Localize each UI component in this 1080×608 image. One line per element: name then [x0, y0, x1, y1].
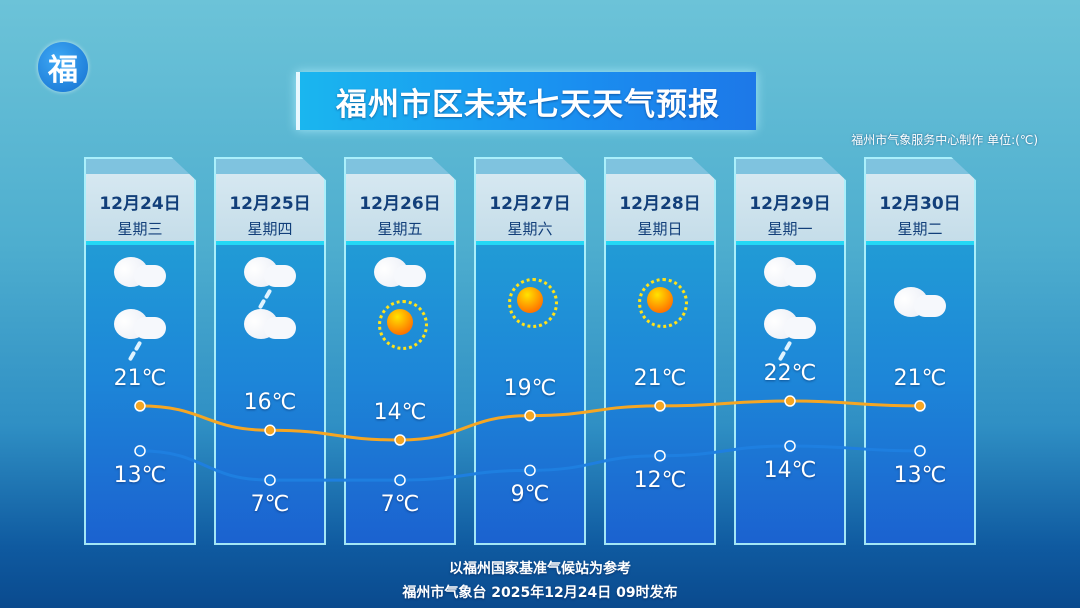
- low-temp-point: [784, 440, 796, 452]
- footer-issued: 福州市气象台 2025年12月24日 09时发布: [402, 585, 678, 601]
- day-card: 12月25日 星期四: [214, 157, 326, 545]
- day-header: 12月30日 星期二: [866, 159, 974, 245]
- high-temp-label: 21℃: [113, 365, 167, 391]
- date: 12月30日: [879, 194, 961, 214]
- day-card: 12月26日 星期五: [344, 157, 456, 545]
- day-card: 12月27日 星期六: [474, 157, 586, 545]
- day-header: 12月24日 星期三: [86, 159, 194, 245]
- low-temp-label: 13℃: [893, 462, 947, 488]
- day-body: [346, 245, 454, 543]
- weekday: 星期三: [117, 220, 163, 238]
- light-rain-icon: [242, 257, 298, 310]
- day-header: 12月28日 星期日: [606, 159, 714, 245]
- high-temp-point: [394, 434, 406, 446]
- high-temp-label: 19℃: [503, 375, 557, 401]
- day-card: 12月24日 星期三: [84, 157, 196, 545]
- low-temp-point: [914, 445, 926, 457]
- low-temp-point: [134, 445, 146, 457]
- cloudy-icon: [892, 287, 948, 327]
- high-temp-label: 21℃: [893, 365, 947, 391]
- weekday: 星期四: [247, 220, 293, 238]
- day-body: [216, 245, 324, 543]
- high-temp-point: [134, 400, 146, 412]
- source-unit-note: 福州市气象服务中心制作 单位:(℃): [851, 133, 1038, 147]
- high-temp-label: 14℃: [373, 400, 427, 425]
- low-temp-label: 7℃: [380, 492, 420, 518]
- high-temp-label: 16℃: [243, 390, 297, 416]
- day-card: 12月28日 星期日: [604, 157, 716, 545]
- light-rain-icon: [762, 309, 818, 362]
- weekday: 星期一: [767, 220, 813, 238]
- cloudy-icon: [372, 257, 428, 297]
- high-temp-point: [914, 400, 926, 412]
- weekday: 星期五: [377, 220, 423, 238]
- high-temp-point: [264, 424, 276, 437]
- high-temp-label: 22℃: [763, 361, 817, 387]
- day-header: 12月26日 星期五: [346, 159, 454, 245]
- cloudy-icon: [112, 257, 168, 297]
- title-text: 福州市区未来七天天气预报: [336, 86, 720, 123]
- date: 12月29日: [749, 194, 831, 214]
- day-card: 12月30日 星期二: [864, 157, 976, 545]
- footer-reference: 以福州国家基准气候站为参考: [449, 561, 631, 577]
- weekday: 星期二: [897, 220, 943, 238]
- logo: 福: [38, 42, 88, 92]
- day-body: [86, 245, 194, 543]
- weekday: 星期日: [637, 220, 683, 238]
- low-temp-label: 14℃: [763, 458, 817, 483]
- date: 12月24日: [99, 194, 181, 214]
- date: 12月25日: [229, 194, 311, 214]
- low-temp-point: [394, 474, 406, 486]
- cloudy-icon: [242, 309, 298, 349]
- light-rain-icon: [112, 309, 168, 362]
- day-card: 12月29日 星期一: [734, 157, 846, 545]
- day-header: 12月25日 星期四: [216, 159, 324, 245]
- day-header: 12月27日 星期六: [476, 159, 584, 245]
- weekday: 星期六: [507, 220, 553, 238]
- low-temp-label: 13℃: [113, 462, 167, 488]
- day-body: [736, 245, 844, 543]
- high-temp-point: [784, 395, 796, 407]
- day-header: 12月29日 星期一: [736, 159, 844, 245]
- cloudy-icon: [762, 257, 818, 297]
- date: 12月26日: [359, 194, 441, 214]
- high-temp-point: [524, 409, 536, 422]
- low-temp-point: [654, 449, 666, 462]
- low-temp-label: 12℃: [633, 467, 687, 493]
- high-temp-label: 21℃: [633, 365, 687, 391]
- low-temp-point: [264, 474, 276, 486]
- low-temp-point: [524, 464, 536, 477]
- date: 12月27日: [489, 194, 571, 214]
- high-temp-point: [654, 400, 666, 412]
- sunny-icon: [508, 278, 558, 328]
- date: 12月28日: [619, 194, 701, 214]
- page-title: 福州市区未来七天天气预报: [296, 72, 756, 130]
- sunny-icon: [378, 300, 428, 350]
- sunny-icon: [638, 278, 688, 328]
- low-temp-label: 7℃: [250, 492, 290, 518]
- low-temp-label: 9℃: [510, 482, 550, 508]
